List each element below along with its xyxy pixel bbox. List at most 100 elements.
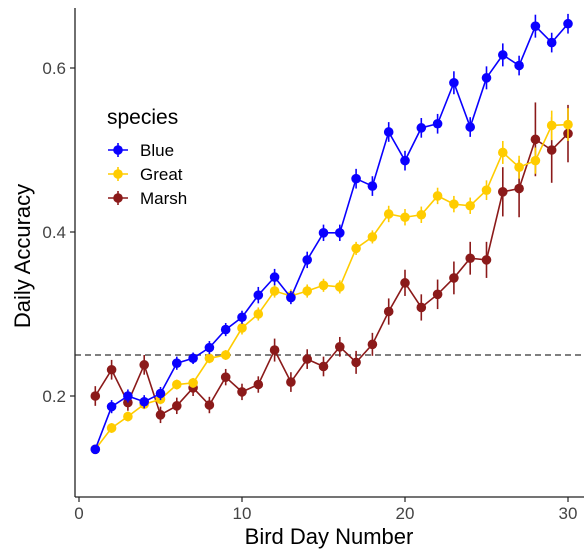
data-point <box>204 353 215 364</box>
data-point <box>449 273 459 283</box>
data-point <box>465 253 476 264</box>
data-point <box>253 309 264 319</box>
series-great <box>90 108 573 455</box>
data-point <box>546 120 557 131</box>
x-tick-label: 20 <box>396 504 415 523</box>
x-tick-label: 30 <box>559 504 578 523</box>
data-point <box>449 199 459 209</box>
data-point <box>514 183 524 194</box>
data-point <box>155 410 166 420</box>
data-point <box>172 358 182 369</box>
legend: species Blue Great Marsh <box>107 106 187 208</box>
data-point <box>546 145 557 155</box>
data-point <box>530 155 541 166</box>
x-tick-label: 10 <box>233 504 252 523</box>
data-point <box>351 357 361 368</box>
legend-key-great <box>108 167 128 181</box>
data-point <box>465 200 476 211</box>
data-point <box>237 323 247 333</box>
data-point <box>253 290 264 300</box>
data-point <box>383 306 394 317</box>
data-point <box>302 354 313 364</box>
series-marsh <box>90 102 573 424</box>
data-point <box>204 400 215 410</box>
data-point <box>106 364 117 375</box>
data-point <box>172 401 182 411</box>
data-point <box>302 286 313 296</box>
data-point <box>546 37 557 48</box>
data-point <box>253 379 264 390</box>
data-point <box>335 282 345 292</box>
data-point <box>481 255 492 265</box>
legend-label: Marsh <box>140 189 187 208</box>
legend-key-marsh <box>108 191 128 205</box>
data-point <box>220 324 231 335</box>
data-point <box>400 212 410 223</box>
data-point <box>416 302 427 313</box>
legend-label: Great <box>140 165 183 184</box>
data-point <box>90 444 101 455</box>
data-point <box>318 361 329 372</box>
data-point <box>90 391 101 401</box>
data-point <box>367 232 378 242</box>
data-point <box>530 134 541 145</box>
series-blue <box>90 13 573 455</box>
series-layer <box>90 13 573 455</box>
data-point <box>481 73 492 83</box>
data-point <box>400 278 410 288</box>
legend-key-blue <box>108 143 128 157</box>
data-point <box>351 243 361 254</box>
data-point <box>351 173 361 184</box>
data-point <box>269 345 280 355</box>
data-point <box>416 123 427 133</box>
data-point <box>123 391 133 401</box>
data-point <box>432 118 443 129</box>
x-tick-label: 0 <box>74 504 83 523</box>
y-tick-label: 0.6 <box>42 59 66 78</box>
data-point <box>514 162 524 173</box>
data-point <box>139 396 149 407</box>
data-point <box>514 60 524 71</box>
data-point <box>498 147 508 158</box>
data-point <box>432 289 443 300</box>
data-point <box>449 77 459 88</box>
y-axis-label: Daily Accuracy <box>10 184 35 328</box>
data-point <box>269 272 280 282</box>
data-point <box>563 119 573 130</box>
data-point <box>432 191 443 201</box>
data-point <box>481 185 492 195</box>
data-point <box>155 388 166 399</box>
data-point <box>318 280 329 291</box>
data-point <box>465 122 476 132</box>
data-point <box>335 342 345 352</box>
data-point <box>530 21 541 31</box>
legend-label: Blue <box>140 141 174 160</box>
data-point <box>367 181 378 191</box>
series-line <box>94 23 569 450</box>
data-point <box>188 353 198 364</box>
data-point <box>237 312 247 323</box>
data-point <box>318 228 329 238</box>
data-point <box>123 411 133 422</box>
data-point <box>188 378 198 388</box>
data-point <box>220 372 231 382</box>
data-point <box>286 377 296 387</box>
data-point <box>367 339 378 350</box>
data-point <box>220 350 231 360</box>
data-point <box>269 286 280 296</box>
data-point <box>498 50 508 60</box>
data-point <box>106 423 117 433</box>
data-point <box>335 228 345 238</box>
data-point <box>237 387 247 397</box>
data-point <box>172 379 182 390</box>
data-point <box>416 209 427 220</box>
data-point <box>139 360 149 370</box>
data-point <box>302 255 313 265</box>
data-point <box>400 155 410 166</box>
x-axis-label: Bird Day Number <box>245 524 414 549</box>
data-point <box>106 401 117 412</box>
legend-title: species <box>107 106 178 129</box>
data-point <box>383 209 394 219</box>
data-point <box>204 342 215 353</box>
